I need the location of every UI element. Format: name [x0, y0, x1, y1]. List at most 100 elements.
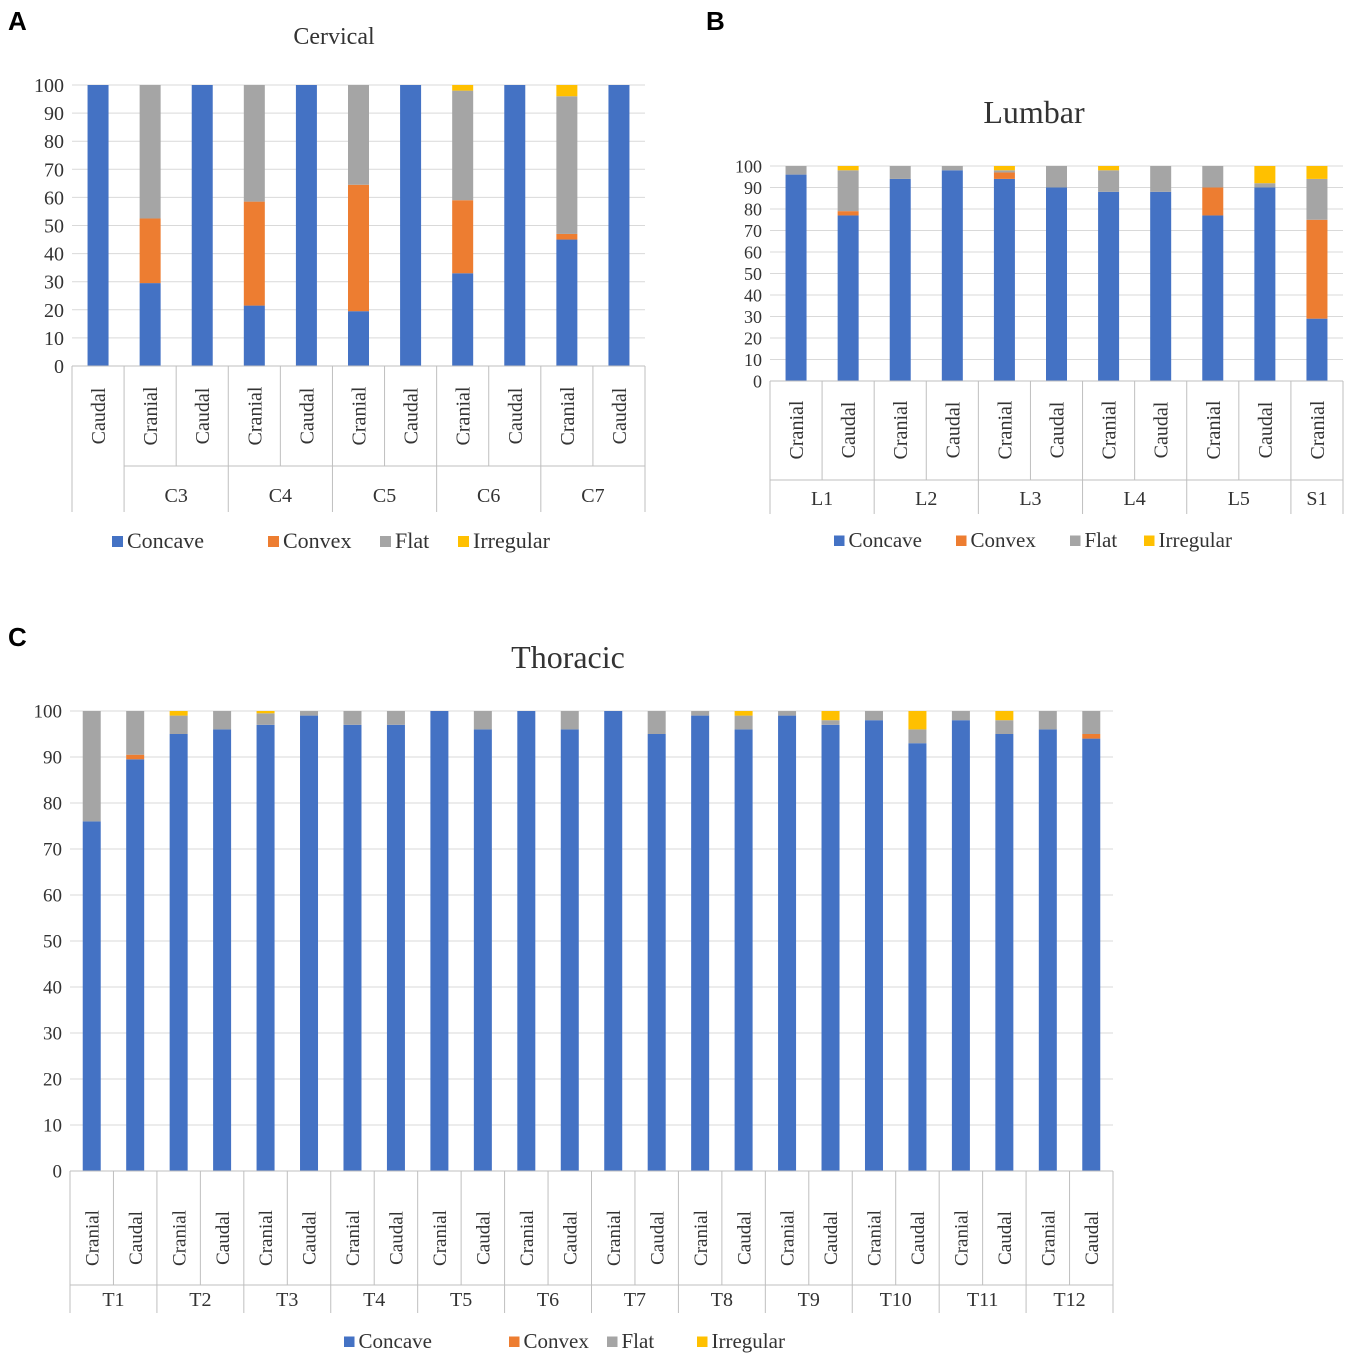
x-category-label: Caudal — [942, 401, 964, 458]
y-tick-label: 20 — [43, 1070, 62, 1091]
x-category-label: Cranial — [865, 1210, 886, 1266]
x-category-label: Cranial — [604, 1210, 625, 1266]
x-category-label: Caudal — [821, 1211, 842, 1265]
bar-flat-6 — [300, 711, 319, 716]
x-category-label: Caudal — [1082, 1211, 1103, 1265]
legend-label-irregular: Irregular — [712, 1329, 785, 1353]
legend-label-irregular: Irregular — [1159, 528, 1232, 552]
x-category-label: Caudal — [505, 387, 527, 444]
panel-letter-b: B — [706, 6, 725, 36]
x-category-label: Cranial — [82, 1210, 103, 1266]
x-group-label: T2 — [189, 1289, 211, 1311]
bar-flat-8 — [452, 90, 474, 201]
legend-swatch-irregular — [1144, 535, 1155, 546]
bar-concave-4 — [213, 729, 232, 1171]
bar-convex-4 — [243, 201, 265, 306]
x-group-label: C3 — [165, 485, 188, 507]
bar-irregular-5 — [256, 711, 275, 714]
y-tick-label: 0 — [53, 1162, 63, 1183]
y-tick-label: 20 — [44, 300, 64, 322]
x-group-label: L3 — [1019, 488, 1041, 510]
chart-title: Cervical — [293, 24, 375, 50]
bar-flat-14 — [647, 711, 666, 734]
y-tick-label: 100 — [34, 702, 63, 723]
x-category-label: Cranial — [557, 386, 579, 445]
legend-swatch-flat — [607, 1336, 618, 1347]
bar-concave-19 — [864, 720, 883, 1171]
bar-flat-5 — [993, 170, 1015, 173]
chart-title: Thoracic — [511, 639, 625, 675]
bar-concave-9 — [1202, 215, 1224, 381]
bar-concave-2 — [126, 759, 145, 1171]
y-tick-label: 50 — [43, 932, 62, 953]
x-group-label: T7 — [624, 1289, 646, 1311]
legend-label-convex: Convex — [524, 1329, 590, 1353]
bar-concave-6 — [300, 715, 319, 1171]
x-category-label: Caudal — [609, 387, 631, 444]
x-category-label: Caudal — [647, 1211, 668, 1265]
bar-convex-5 — [993, 172, 1015, 179]
x-group-label: L2 — [915, 488, 937, 510]
legend-swatch-concave — [112, 536, 123, 547]
y-tick-label: 50 — [744, 264, 762, 284]
y-tick-label: 100 — [735, 156, 762, 176]
x-group-label: T1 — [102, 1289, 124, 1311]
bar-flat-18 — [821, 720, 840, 725]
bar-flat-3 — [169, 715, 188, 734]
y-tick-label: 70 — [43, 840, 62, 861]
legend-swatch-flat — [380, 536, 391, 547]
x-category-label: Cranial — [140, 386, 162, 445]
bar-flat-10 — [1254, 183, 1276, 188]
x-category-label: Caudal — [995, 1211, 1016, 1265]
bar-flat-5 — [256, 713, 275, 725]
bar-irregular-8 — [452, 85, 474, 91]
x-category-label: Caudal — [838, 401, 860, 458]
bar-concave-4 — [941, 170, 963, 381]
bar-irregular-5 — [993, 166, 1015, 171]
bar-concave-11 — [608, 85, 630, 366]
legend-swatch-concave — [344, 1336, 355, 1347]
legend-swatch-concave — [834, 535, 845, 546]
y-tick-label: 90 — [744, 178, 762, 198]
chart-thoracic: Thoracic 0 10 20 30 40 50 60 70 80 90 100 Cranial Cau… — [34, 639, 1114, 1353]
bar-irregular-18 — [821, 711, 840, 721]
bar-flat-9 — [1202, 166, 1224, 188]
y-tick-label: 10 — [744, 350, 762, 370]
y-tick-label: 90 — [43, 748, 62, 769]
bar-flat-6 — [348, 85, 369, 185]
x-group-label: T10 — [880, 1289, 912, 1311]
y-tick-label: 10 — [43, 1116, 62, 1137]
bar-concave-10 — [556, 239, 578, 366]
bar-flat-7 — [1098, 170, 1120, 192]
x-category-label: Caudal — [734, 1211, 755, 1265]
bar-flat-23 — [1038, 711, 1057, 730]
y-tick-label: 30 — [44, 272, 64, 294]
legend-label-flat: Flat — [1085, 528, 1118, 552]
x-category-label: Caudal — [560, 1211, 581, 1265]
bar-concave-20 — [908, 743, 927, 1171]
x-group-label: C6 — [477, 485, 500, 507]
y-tick-label: 40 — [44, 244, 64, 266]
bar-concave-1 — [785, 174, 807, 381]
x-category-label: Cranial — [244, 386, 266, 445]
bar-convex-2 — [139, 218, 161, 284]
x-category-label: Cranial — [1038, 1210, 1059, 1266]
x-category-label: Caudal — [296, 387, 318, 444]
bar-concave-9 — [504, 85, 526, 366]
bar-concave-2 — [139, 283, 161, 366]
x-category-label: Caudal — [908, 1211, 929, 1265]
x-category-label: Cranial — [256, 1210, 277, 1266]
bar-flat-17 — [778, 711, 797, 716]
y-tick-label: 80 — [44, 131, 64, 153]
x-category-label: Cranial — [890, 400, 912, 459]
x-category-label: Cranial — [786, 400, 808, 459]
bar-flat-19 — [864, 711, 883, 721]
x-group-label: T9 — [798, 1289, 820, 1311]
legend-label-convex: Convex — [971, 528, 1037, 552]
bar-concave-10 — [1254, 187, 1276, 381]
x-category-label: Caudal — [1255, 401, 1277, 458]
bar-irregular-16 — [734, 711, 753, 716]
bar-concave-5 — [993, 178, 1015, 381]
x-group-label: C4 — [269, 485, 292, 507]
legend-label-flat: Flat — [395, 528, 429, 553]
